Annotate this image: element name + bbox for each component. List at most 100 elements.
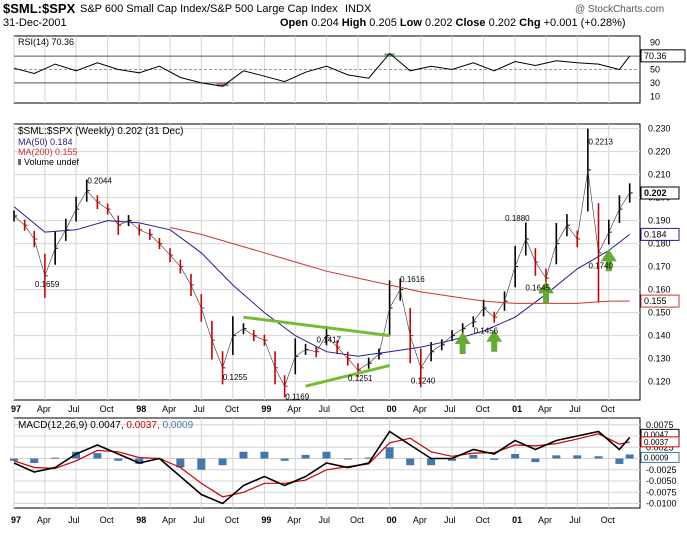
macd-legend-hist: 0.0009 (163, 420, 194, 431)
price-x-tick-label: Jul (444, 404, 456, 414)
price-tick-label: 0.130 (648, 354, 671, 364)
macd-tick-label: 0.0075 (646, 420, 674, 430)
price-x-tick-label: Jul (68, 404, 80, 414)
rsi-legend: RSI(14) 70.36 (18, 37, 74, 47)
ma50-line (13, 206, 631, 357)
price-x-tick-label: 00 (387, 404, 397, 414)
ma200-legend: MA(200) 0.155 (18, 147, 78, 157)
macd-histogram-bar (343, 458, 352, 460)
price-annotation-label: 0.1240 (411, 376, 436, 385)
price-annotation-label: 0.1456 (474, 327, 499, 336)
macd-tick-label: -0.0050 (646, 476, 677, 486)
macd-histogram-bar (280, 458, 289, 461)
ma200-line (169, 227, 630, 304)
macd-histogram-bar (30, 458, 39, 463)
price-tick-label: 0.120 (648, 377, 671, 387)
rsi-value-tag (640, 49, 686, 63)
price-tick-label: 0.190 (648, 216, 671, 226)
macd-histogram-bar (594, 456, 603, 459)
high-label: High (341, 17, 367, 29)
macd-x-tick-label: Apr (413, 515, 427, 525)
price-annotation-label: 0.1169 (285, 393, 309, 402)
price-annotation-label: 0.1616 (400, 275, 425, 284)
price-annotation-label: 0.1880 (505, 214, 530, 223)
macd-x-tick-label: Oct (601, 515, 616, 525)
macd-histogram-bar (552, 455, 561, 459)
macd-histogram-bar (615, 458, 624, 464)
up-arrow-icon (538, 281, 555, 304)
chart-symbol: $SML:$SPX (3, 1, 76, 16)
macd-histogram-bar (573, 455, 582, 459)
open-label: Open (280, 17, 309, 29)
macd-value-tag (640, 436, 680, 448)
macd-histogram-bar (511, 454, 520, 459)
price-x-tick-label: 99 (261, 404, 271, 414)
macd-histogram-bar (135, 458, 144, 464)
price-x-tick-label: Oct (100, 404, 115, 414)
trendline (305, 364, 390, 388)
macd-histogram-bar (218, 458, 227, 466)
price-value-tag-label: 0.202 (644, 188, 667, 198)
rsi-oversold-fill (216, 82, 229, 87)
macd-histogram-bar (114, 458, 123, 461)
price-annotation-label: 0.1645 (525, 283, 550, 292)
price-value-tag (640, 294, 680, 308)
low-label: Low (399, 17, 422, 29)
price-legend: $SML:$SPX (Weekly) 0.202 (31 Dec) (18, 126, 183, 137)
macd-legend-name: MACD(12,26,9) (18, 420, 90, 431)
macd-x-tick-label: 99 (261, 515, 271, 525)
volume-legend-icon (18, 159, 21, 165)
price-annotation-label: 0.1659 (35, 280, 60, 289)
macd-x-tick-label: Apr (162, 515, 176, 525)
macd-histogram-bar (427, 458, 436, 466)
price-x-tick-label: Oct (225, 404, 240, 414)
price-annotation-label: 0.2213 (588, 138, 613, 147)
price-x-tick-label: Apr (37, 404, 51, 414)
macd-x-tick-label: Oct (476, 515, 491, 525)
macd-histogram-bar (531, 458, 540, 463)
price-tick-label: 0.180 (648, 239, 671, 249)
price-x-tick-label: Jul (193, 404, 205, 414)
price-x-tick-label: Apr (413, 404, 427, 414)
rsi-tick-label: 90 (650, 38, 660, 48)
up-arrow-icon (454, 332, 471, 354)
macd-histogram-bar (448, 458, 457, 461)
macd-histogram-bar (406, 458, 415, 466)
rsi-value-tag-label: 70.36 (644, 51, 667, 61)
macd-line (13, 430, 631, 505)
price-annotation-label: 0.2044 (87, 176, 112, 185)
price-annotation-label: 0.1255 (223, 373, 248, 382)
macd-x-tick-label: Jul (444, 515, 456, 525)
ma50-legend: MA(50) 0.184 (18, 137, 73, 147)
macd-x-tick-label: Jul (68, 515, 80, 525)
macd-x-tick-label: Apr (538, 515, 552, 525)
price-x-tick-label: 98 (136, 404, 146, 414)
price-x-tick-label: Oct (601, 404, 616, 414)
rsi-tick-label: 10 (650, 91, 660, 101)
macd-histogram-bar (301, 454, 310, 459)
macd-value-tag-label: 0.0047 (644, 430, 669, 439)
price-x-tick-label: Apr (162, 404, 176, 414)
price-value-tag (640, 186, 680, 200)
macd-histogram-bar (490, 458, 499, 460)
macd-x-tick-label: Oct (350, 515, 365, 525)
macd-histogram-bar (176, 458, 185, 468)
macd-tick-label: -0.0025 (646, 465, 677, 475)
price-x-tick-label: Jul (318, 404, 330, 414)
macd-histogram-bar (197, 458, 206, 470)
price-tick-label: 0.220 (648, 147, 671, 157)
macd-x-tick-label: Jul (318, 515, 330, 525)
chg-label: Chg (519, 17, 541, 29)
price-value-tag-label: 0.155 (644, 296, 667, 306)
macd-histogram-bar (93, 453, 102, 459)
price-annotation-label: 0.1251 (348, 374, 373, 383)
price-tick-label: 0.230 (648, 124, 671, 134)
price-tick-label: 0.150 (648, 308, 671, 318)
price-close-line (13, 169, 630, 387)
macd-histogram-bar (51, 457, 60, 459)
macd-legend-signal: 0.0037, (126, 420, 162, 431)
price-annotation-label: 0.1740 (588, 261, 613, 270)
price-value-tag-label: 0.184 (644, 229, 667, 239)
price-x-tick-label: 01 (512, 404, 522, 414)
